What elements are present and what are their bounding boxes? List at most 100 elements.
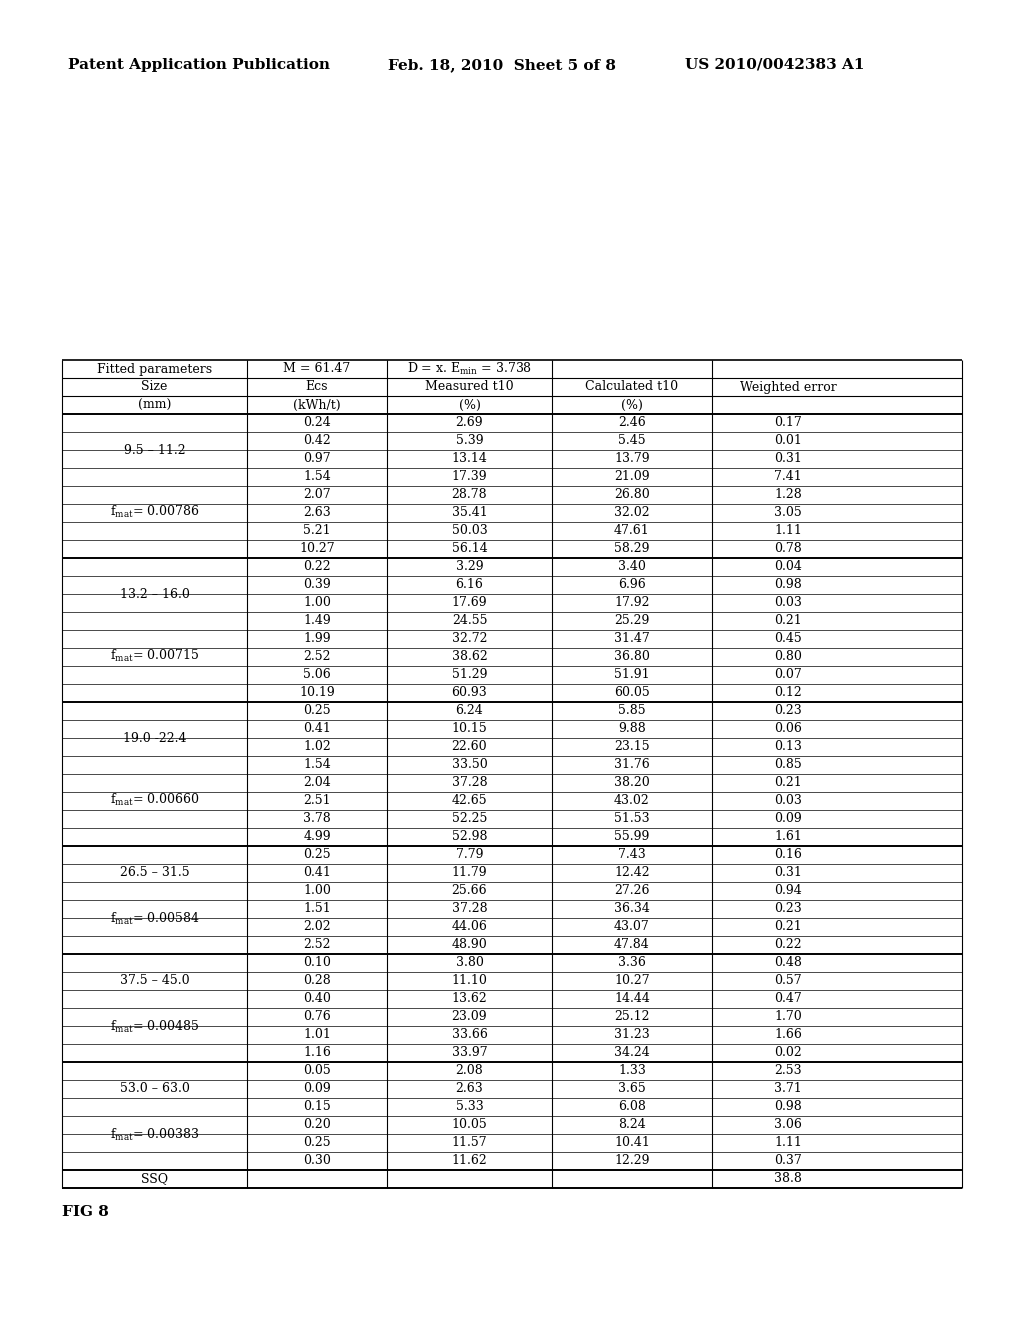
Text: M = 61.47: M = 61.47 [284,363,350,375]
Text: 2.04: 2.04 [303,776,331,789]
Text: 25.66: 25.66 [452,884,487,898]
Text: 5.33: 5.33 [456,1101,483,1114]
Text: 12.29: 12.29 [614,1155,650,1167]
Text: 26.5 – 31.5: 26.5 – 31.5 [120,866,189,879]
Text: 51.91: 51.91 [614,668,650,681]
Text: Weighted error: Weighted error [739,380,837,393]
Text: 33.97: 33.97 [452,1047,487,1060]
Text: 2.46: 2.46 [618,417,646,429]
Text: 1.00: 1.00 [303,884,331,898]
Text: 1.66: 1.66 [774,1028,802,1041]
Text: 1.49: 1.49 [303,615,331,627]
Text: 5.21: 5.21 [303,524,331,537]
Text: 19.0 -22.4: 19.0 -22.4 [123,731,186,744]
Text: 4.99: 4.99 [303,830,331,843]
Text: 3.36: 3.36 [618,957,646,969]
Text: 60.05: 60.05 [614,686,650,700]
Text: 0.06: 0.06 [774,722,802,735]
Text: 1.54: 1.54 [303,759,331,771]
Text: 11.62: 11.62 [452,1155,487,1167]
Text: 0.17: 0.17 [774,417,802,429]
Text: f$_{\mathregular{mat}}$= 0.00485: f$_{\mathregular{mat}}$= 0.00485 [110,1019,199,1035]
Text: 2.53: 2.53 [774,1064,802,1077]
Text: 1.70: 1.70 [774,1011,802,1023]
Text: 0.30: 0.30 [303,1155,331,1167]
Text: 3.06: 3.06 [774,1118,802,1131]
Text: 2.02: 2.02 [303,920,331,933]
Text: 25.29: 25.29 [614,615,649,627]
Text: 0.20: 0.20 [303,1118,331,1131]
Text: 2.52: 2.52 [303,939,331,952]
Text: 11.10: 11.10 [452,974,487,987]
Text: Feb. 18, 2010  Sheet 5 of 8: Feb. 18, 2010 Sheet 5 of 8 [388,58,616,73]
Text: 17.92: 17.92 [614,597,650,610]
Text: 55.99: 55.99 [614,830,649,843]
Text: 0.22: 0.22 [303,561,331,573]
Text: Size: Size [141,380,168,393]
Text: 17.69: 17.69 [452,597,487,610]
Text: 36.34: 36.34 [614,903,650,916]
Text: 0.13: 0.13 [774,741,802,754]
Text: 2.52: 2.52 [303,651,331,664]
Text: 5.39: 5.39 [456,434,483,447]
Text: 0.24: 0.24 [303,417,331,429]
Text: 7.79: 7.79 [456,849,483,862]
Text: 1.11: 1.11 [774,1137,802,1150]
Text: 10.15: 10.15 [452,722,487,735]
Text: 0.45: 0.45 [774,632,802,645]
Text: 10.27: 10.27 [299,543,335,556]
Text: SSQ: SSQ [141,1172,168,1185]
Text: 0.21: 0.21 [774,920,802,933]
Text: 1.33: 1.33 [618,1064,646,1077]
Text: Calculated t10: Calculated t10 [586,380,679,393]
Text: 2.07: 2.07 [303,488,331,502]
Text: 3.40: 3.40 [618,561,646,573]
Text: 0.42: 0.42 [303,434,331,447]
Text: 1.61: 1.61 [774,830,802,843]
Text: 21.09: 21.09 [614,470,650,483]
Text: 50.03: 50.03 [452,524,487,537]
Text: 0.97: 0.97 [303,453,331,466]
Text: 0.15: 0.15 [303,1101,331,1114]
Text: 0.12: 0.12 [774,686,802,700]
Text: 2.69: 2.69 [456,417,483,429]
Text: 0.21: 0.21 [774,776,802,789]
Text: 2.63: 2.63 [456,1082,483,1096]
Text: 0.09: 0.09 [303,1082,331,1096]
Text: 3.71: 3.71 [774,1082,802,1096]
Text: 0.23: 0.23 [774,705,802,718]
Text: 0.39: 0.39 [303,578,331,591]
Text: 0.85: 0.85 [774,759,802,771]
Text: 25.12: 25.12 [614,1011,650,1023]
Text: 0.16: 0.16 [774,849,802,862]
Text: D = x. E$_{\mathregular{min}}$ = 3.738: D = x. E$_{\mathregular{min}}$ = 3.738 [407,360,532,378]
Text: 33.50: 33.50 [452,759,487,771]
Text: 13.2 – 16.0: 13.2 – 16.0 [120,587,189,601]
Text: 31.47: 31.47 [614,632,650,645]
Text: 13.79: 13.79 [614,453,650,466]
Text: 0.09: 0.09 [774,813,802,825]
Text: 32.02: 32.02 [614,507,650,520]
Text: 6.96: 6.96 [618,578,646,591]
Text: 3.65: 3.65 [618,1082,646,1096]
Text: 0.04: 0.04 [774,561,802,573]
Text: 0.31: 0.31 [774,453,802,466]
Text: 58.29: 58.29 [614,543,650,556]
Text: 6.16: 6.16 [456,578,483,591]
Text: 1.54: 1.54 [303,470,331,483]
Text: 10.41: 10.41 [614,1137,650,1150]
Text: 1.51: 1.51 [303,903,331,916]
Text: 3.29: 3.29 [456,561,483,573]
Text: 44.06: 44.06 [452,920,487,933]
Text: 31.76: 31.76 [614,759,650,771]
Text: 51.29: 51.29 [452,668,487,681]
Text: 0.80: 0.80 [774,651,802,664]
Text: 7.43: 7.43 [618,849,646,862]
Text: Measured t10: Measured t10 [425,380,514,393]
Text: 0.10: 0.10 [303,957,331,969]
Text: 3.05: 3.05 [774,507,802,520]
Text: 52.98: 52.98 [452,830,487,843]
Text: 37.28: 37.28 [452,776,487,789]
Text: 6.08: 6.08 [618,1101,646,1114]
Text: 10.19: 10.19 [299,686,335,700]
